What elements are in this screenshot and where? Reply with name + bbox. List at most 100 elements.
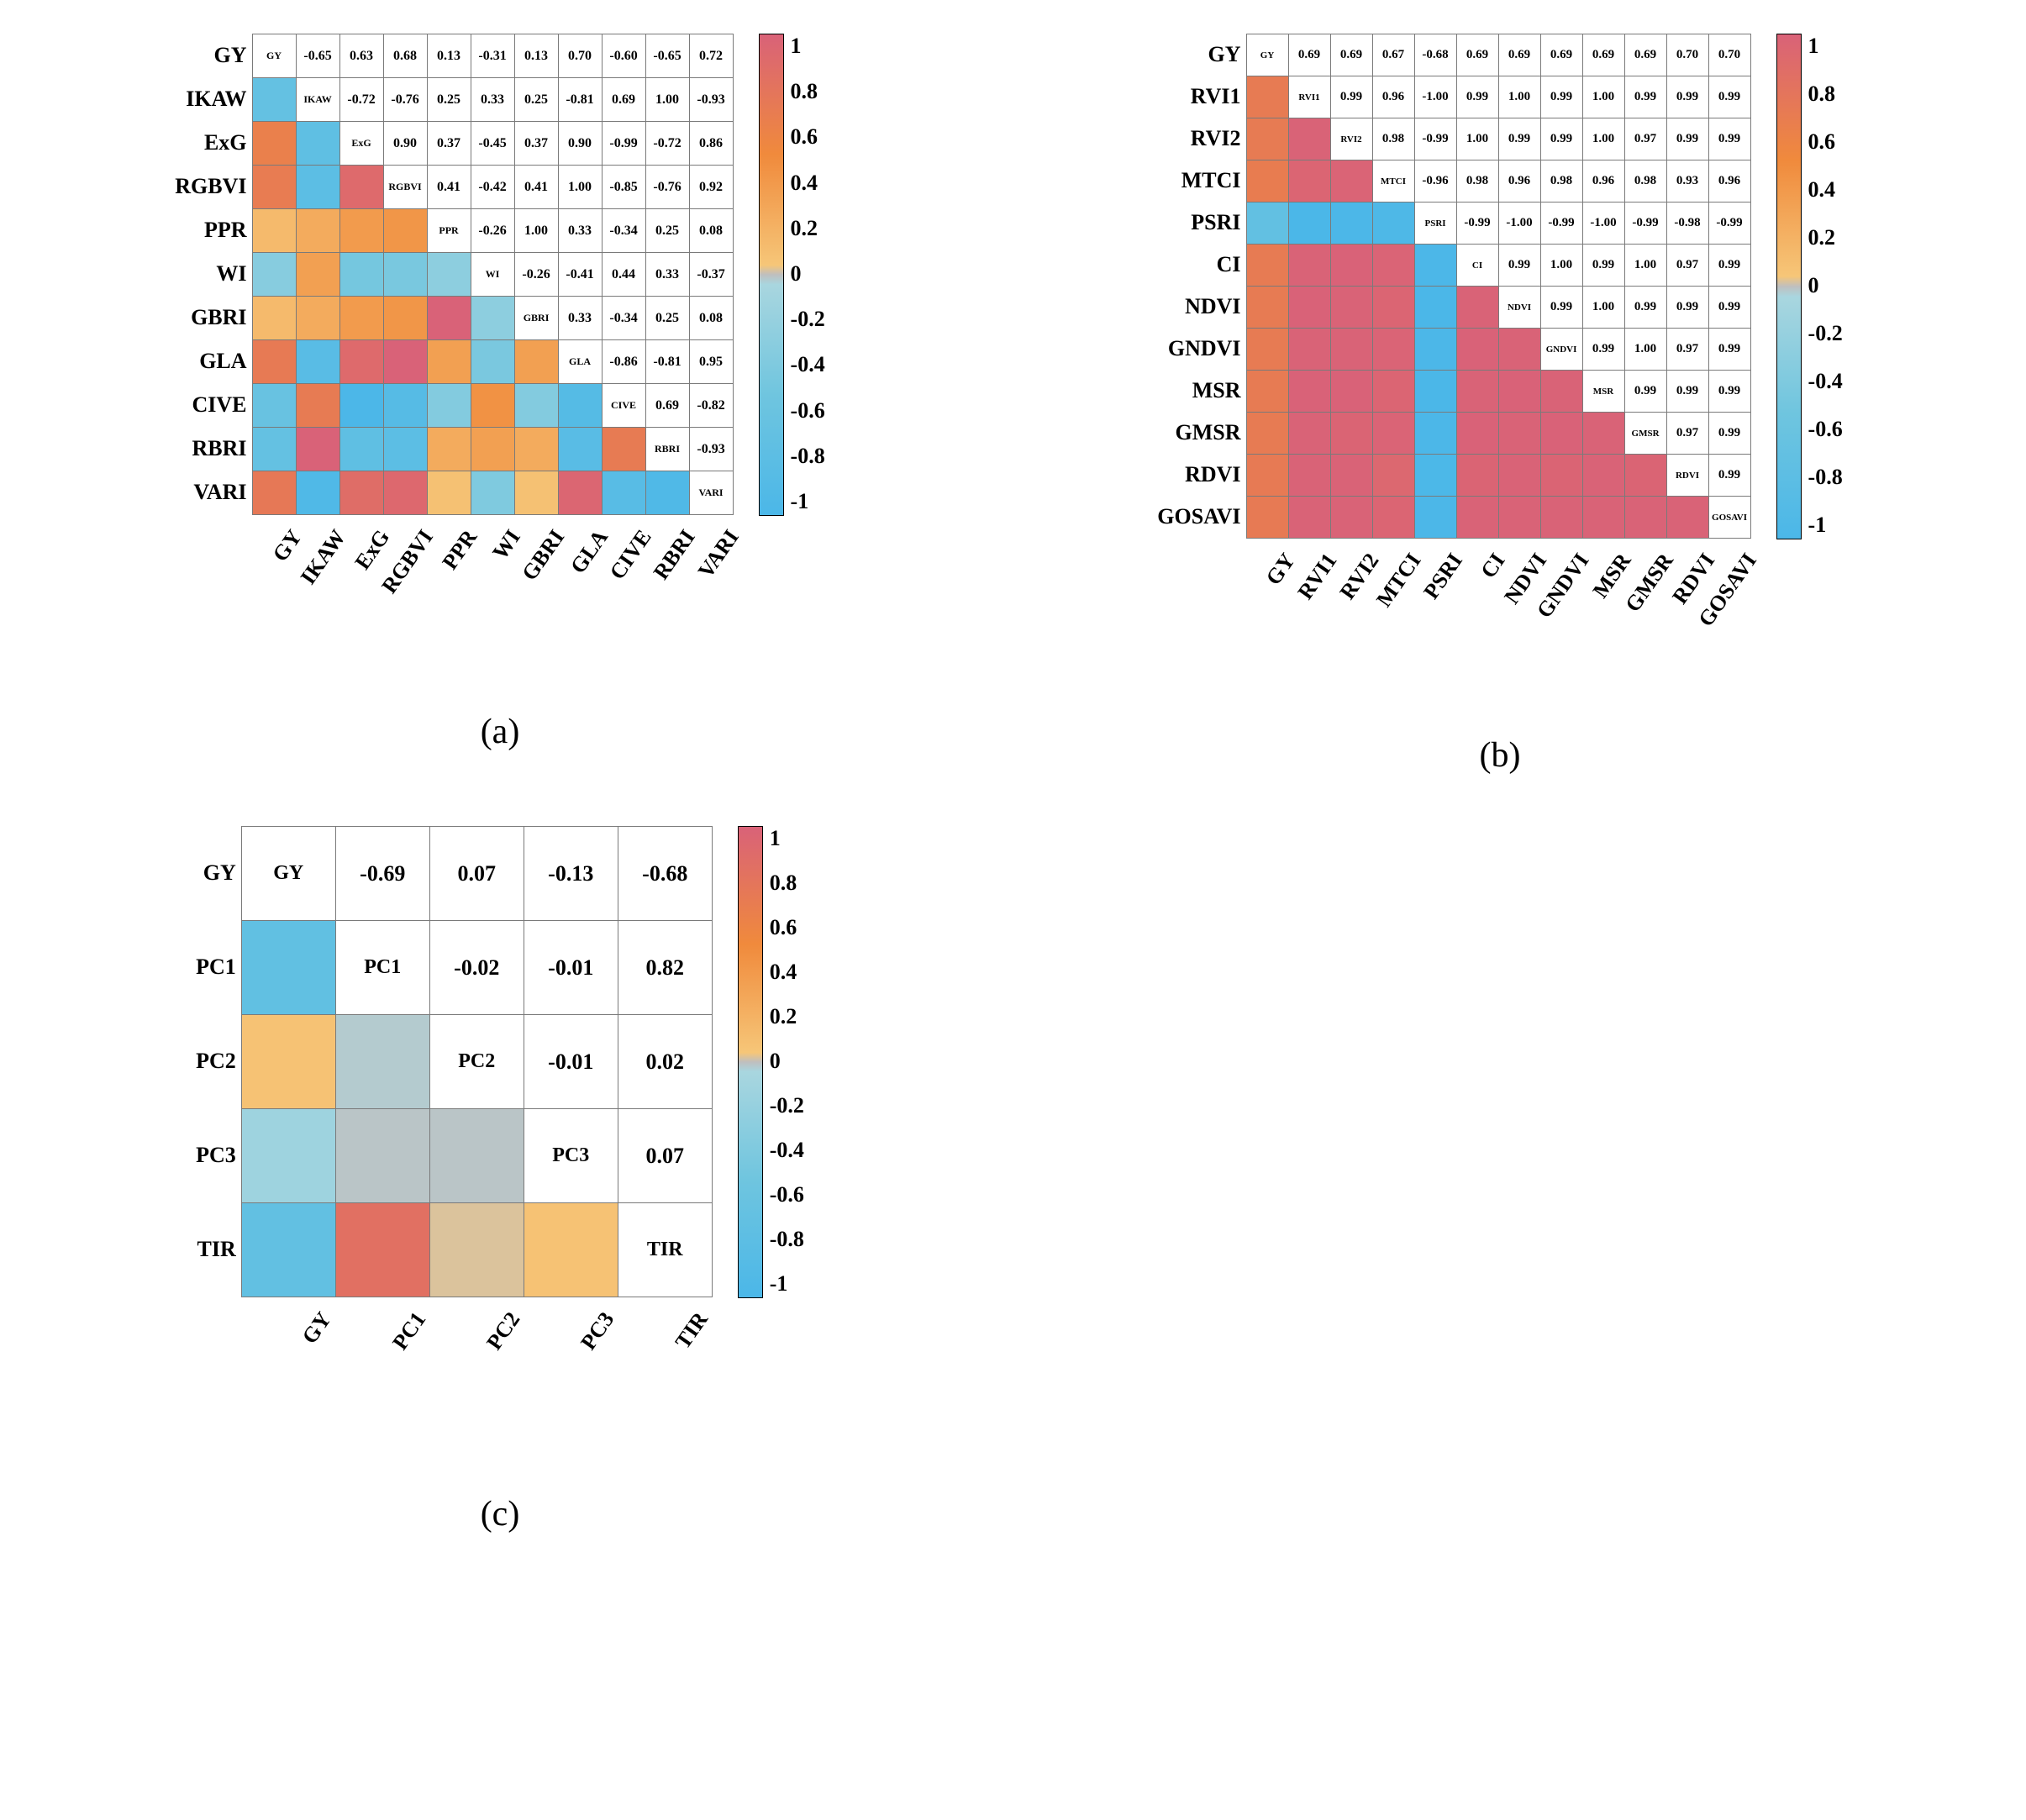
colorbar-tick-label: -0.8 — [791, 444, 825, 469]
matrix-value-cell: 0.90 — [383, 122, 427, 166]
y-label: MSR — [1192, 370, 1241, 412]
matrix-value-cell: -0.96 — [1414, 160, 1456, 203]
matrix-value-cell: 0.69 — [1288, 34, 1330, 76]
colorbar-tick-label: 0.2 — [1808, 225, 1843, 250]
matrix-value-cell: -0.69 — [335, 827, 429, 921]
matrix-diagonal-label: RVI1 — [1288, 76, 1330, 118]
matrix-value-cell: 0.96 — [1708, 160, 1750, 203]
matrix-color-cell — [1246, 245, 1288, 287]
matrix-value-cell: 0.99 — [1708, 118, 1750, 160]
y-label: GNDVI — [1168, 328, 1241, 370]
matrix-value-cell: -0.99 — [1624, 203, 1666, 245]
matrix-color-cell — [1330, 245, 1372, 287]
matrix-color-cell — [1372, 329, 1414, 371]
matrix-value-cell: -0.41 — [558, 253, 602, 297]
x-label: RVI1 — [1292, 549, 1342, 604]
matrix-color-cell — [1582, 455, 1624, 497]
matrix-color-cell — [1288, 245, 1330, 287]
matrix-value-cell: 0.33 — [645, 253, 689, 297]
matrix-value-cell: 0.99 — [1456, 76, 1498, 118]
colorbar-tick-label: -0.8 — [1808, 465, 1843, 490]
matrix-value-cell: -0.76 — [645, 166, 689, 209]
matrix-color-cell — [335, 1015, 429, 1109]
matrix-color-cell — [471, 297, 514, 340]
matrix-color-cell — [1246, 160, 1288, 203]
matrix-value-cell: 0.08 — [689, 297, 733, 340]
matrix-value-cell: 0.99 — [1540, 118, 1582, 160]
matrix-color-cell — [1246, 287, 1288, 329]
matrix-color-cell — [471, 471, 514, 515]
colorbar-tick-label: -0.4 — [791, 352, 825, 377]
y-label: GLA — [199, 339, 246, 383]
matrix-color-cell — [1246, 76, 1288, 118]
matrix-color-cell — [1540, 455, 1582, 497]
matrix-color-cell — [429, 1109, 524, 1203]
matrix-color-cell — [383, 384, 427, 428]
matrix-color-cell — [1372, 413, 1414, 455]
matrix-color-cell — [1288, 455, 1330, 497]
matrix-color-cell — [339, 340, 383, 384]
x-label: PC2 — [482, 1307, 525, 1354]
y-label: GMSR — [1176, 412, 1241, 454]
y-label: GBRI — [191, 296, 246, 339]
matrix-color-cell — [427, 253, 471, 297]
matrix-value-cell: 0.68 — [383, 34, 427, 78]
matrix-value-cell: 0.86 — [689, 122, 733, 166]
matrix-color-cell — [296, 253, 339, 297]
matrix-color-cell — [296, 297, 339, 340]
matrix-value-cell: -0.68 — [618, 827, 712, 921]
matrix-value-cell: 0.99 — [1666, 76, 1708, 118]
matrix-value-cell: 0.41 — [514, 166, 558, 209]
matrix-value-cell: 0.33 — [558, 297, 602, 340]
matrix-color-cell — [1330, 287, 1372, 329]
matrix-value-cell: -0.72 — [339, 78, 383, 122]
matrix-value-cell: -1.00 — [1498, 203, 1540, 245]
matrix-value-cell: 0.25 — [427, 78, 471, 122]
matrix-color-cell — [1288, 371, 1330, 413]
colorbar-ticks: 10.80.60.40.20-0.2-0.4-0.6-0.8-1 — [1808, 34, 1843, 538]
panel-a: GYIKAWExGRGBVIPPRWIGBRIGLACIVERBRIVARIGY… — [34, 34, 966, 776]
x-label: MTCI — [1371, 549, 1426, 612]
matrix-color-cell — [1414, 245, 1456, 287]
y-axis-labels: GYRVI1RVI2MTCIPSRICINDVIGNDVIMSRGMSRRDVI… — [1157, 34, 1240, 538]
matrix-value-cell: 0.98 — [1372, 118, 1414, 160]
matrix-value-cell: 0.69 — [645, 384, 689, 428]
x-label: GY — [1260, 549, 1300, 590]
colorbar-tick-label: -0.4 — [1808, 369, 1843, 394]
matrix-color-cell — [252, 297, 296, 340]
colorbar-gradient — [738, 826, 763, 1298]
x-label: IKAW — [296, 525, 351, 589]
matrix-value-cell: 0.69 — [602, 78, 645, 122]
matrix-color-cell — [1456, 329, 1498, 371]
matrix-value-cell: 1.00 — [1624, 245, 1666, 287]
x-label: GBRI — [517, 525, 570, 586]
matrix-value-cell: 0.99 — [1624, 371, 1666, 413]
matrix-color-cell — [1246, 371, 1288, 413]
y-axis-labels: GYIKAWExGRGBVIPPRWIGBRIGLACIVERBRIVARI — [175, 34, 246, 514]
matrix-color-cell — [1372, 203, 1414, 245]
matrix-value-cell: -0.82 — [689, 384, 733, 428]
matrix-value-cell: 0.99 — [1708, 76, 1750, 118]
colorbar-tick-label: 0.2 — [791, 216, 825, 241]
matrix-value-cell: 1.00 — [1624, 329, 1666, 371]
matrix-color-cell — [241, 1015, 335, 1109]
matrix-value-cell: 0.25 — [645, 209, 689, 253]
matrix-value-cell: 0.99 — [1708, 245, 1750, 287]
matrix-diagonal-label: MTCI — [1372, 160, 1414, 203]
matrix-value-cell: 0.72 — [689, 34, 733, 78]
matrix-value-cell: 0.99 — [1666, 118, 1708, 160]
x-axis-labels: GYIKAWExGRGBVIPPRWIGBRIGLACIVERBRIVARI — [252, 518, 733, 611]
x-label: GY — [297, 1307, 337, 1349]
matrix-value-cell: -0.98 — [1666, 203, 1708, 245]
matrix-value-cell: 0.37 — [427, 122, 471, 166]
correlation-matrix: GY-0.650.630.680.13-0.310.130.70-0.60-0.… — [252, 34, 734, 515]
matrix-value-cell: -0.99 — [1540, 203, 1582, 245]
y-label: GY — [214, 34, 247, 77]
matrix-value-cell: -0.99 — [1414, 118, 1456, 160]
matrix-value-cell: 1.00 — [1456, 118, 1498, 160]
matrix-color-cell — [383, 253, 427, 297]
matrix-color-cell — [1498, 497, 1540, 539]
matrix-color-cell — [1288, 118, 1330, 160]
y-label: RBRI — [192, 427, 247, 471]
matrix-value-cell: 1.00 — [558, 166, 602, 209]
